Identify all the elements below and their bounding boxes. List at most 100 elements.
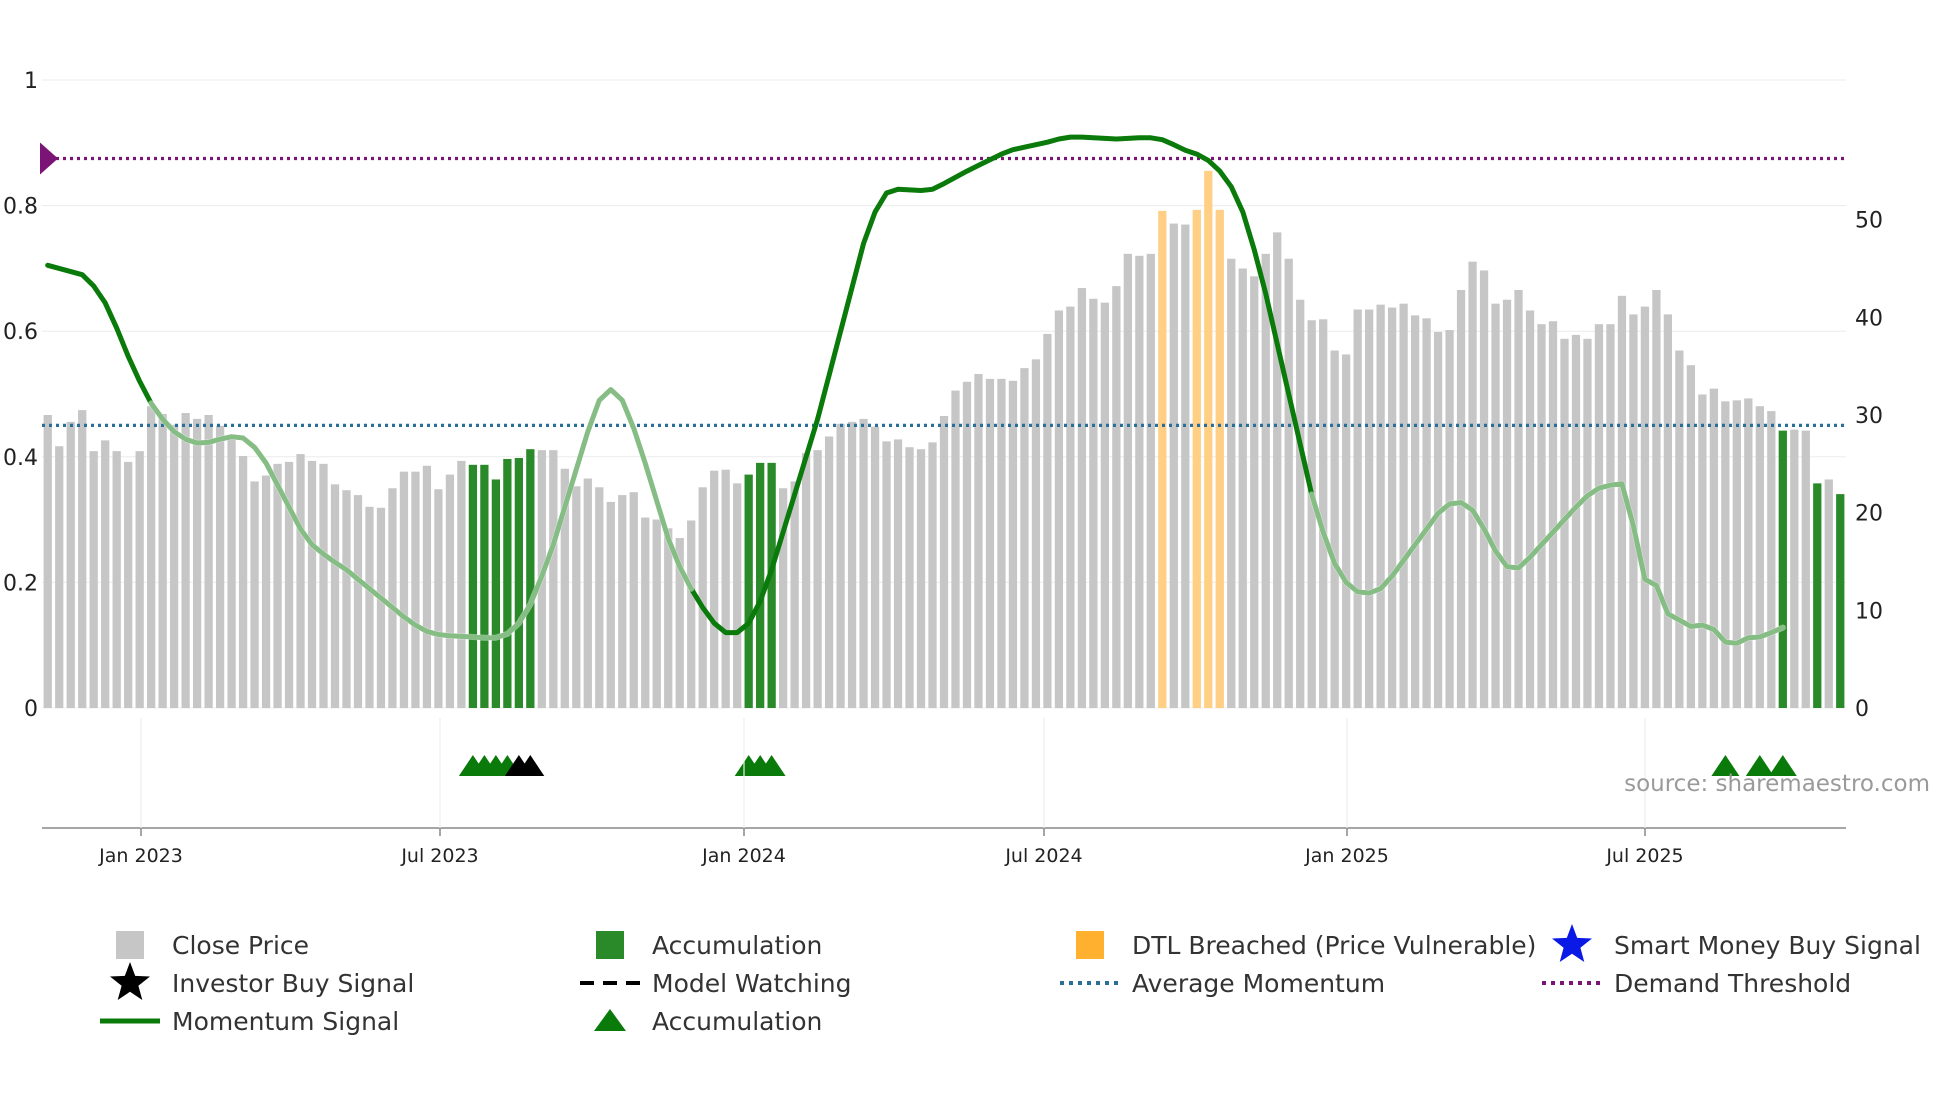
accumulation-bar [514,457,523,708]
smart-money-star-icon [1552,924,1592,962]
close-price-bar [1387,307,1397,708]
close-price-bar [1617,295,1627,708]
legend-label: Smart Money Buy Signal [1614,931,1921,960]
close-price-bar [158,414,167,708]
close-price-bar [572,486,581,708]
close-price-bar [66,421,75,708]
close-price-bar [1721,401,1730,708]
close-price-bar [1100,302,1109,708]
right-axis-ticks: 0 10 20 30 40 50 [1855,209,1883,722]
close-price-legend-swatch [116,931,144,959]
close-price-bar [1112,286,1121,708]
close-price-bar [790,481,799,708]
close-price-bar [124,461,133,708]
close-price-bar [89,451,98,708]
close-price-bar [1353,309,1362,708]
close-price-bar [1755,406,1764,708]
close-price-bar [296,454,305,708]
close-price-bar [664,528,673,708]
close-price-bar [227,437,236,708]
close-price-bar [1571,334,1581,708]
close-price-bar [1422,318,1431,708]
close-price-bar [870,426,880,708]
close-price-bar [135,451,144,708]
close-price-bar [1296,299,1305,708]
close-price-bar [847,421,857,708]
accumulation-bar [491,479,501,708]
close-price-bar [1548,321,1558,708]
price-bars [43,170,1845,709]
close-price-bar [399,471,409,708]
momentum-line-faded-segment [1308,480,1786,647]
legend: Close Price Accumulation DTL Breached (Pri… [100,924,1921,1036]
close-price-bar [893,439,903,708]
close-price-bar [353,495,363,708]
accumulation-bar [1836,494,1845,708]
close-price-bar [985,378,995,708]
close-price-bar [939,415,949,708]
close-price-bar [1652,289,1661,708]
close-price-bar [55,446,64,708]
close-price-bar [1640,306,1650,708]
close-price-bar [101,440,110,708]
close-price-bar [1525,310,1535,708]
dtl-breached-legend-swatch [1076,931,1104,959]
close-price-bar [1433,331,1443,708]
legend-label: Demand Threshold [1614,969,1851,998]
close-price-bar [1181,224,1190,709]
accumulation-signal-marker [1745,755,1774,776]
accumulation-bar [526,449,535,708]
x-tick-label: Jul 2025 [1605,845,1683,867]
accumulation-bar [480,464,489,708]
legend-label: Accumulation [652,931,822,960]
close-price-bar [1319,319,1328,708]
close-price-bar [1537,324,1546,708]
close-price-bar [261,475,271,708]
close-price-bar [1273,232,1282,709]
right-tick-label: 20 [1855,502,1883,527]
close-price-bar [1238,268,1247,708]
close-price-bar [238,456,248,708]
close-price-bar [1698,394,1707,708]
dtl-breached-bar [1204,170,1213,708]
close-price-bar [1307,320,1316,708]
close-price-bar [1801,430,1810,708]
accumulation-bar [503,458,512,708]
dtl-breached-bar [1192,209,1201,708]
close-price-bar [710,470,719,708]
left-axis-ticks: 0 0.2 0.4 0.6 0.8 1 [3,69,38,722]
close-price-bar [687,520,696,708]
close-price-bar [560,468,569,708]
left-tick-label: 0.2 [3,571,38,596]
close-price-bar [675,538,684,708]
right-tick-label: 30 [1855,404,1883,429]
close-price-bar [1284,258,1293,708]
close-price-bar [78,410,87,708]
close-price-bar [1514,289,1523,708]
right-tick-label: 40 [1855,306,1883,331]
close-price-bar [1790,429,1799,708]
close-price-bar [411,471,420,708]
close-price-bar [618,495,627,708]
right-tick-label: 0 [1855,697,1869,722]
close-price-bar [997,378,1006,708]
close-price-bar [1261,253,1270,708]
close-price-bar [1330,350,1339,708]
dtl-breached-bar [1158,210,1167,708]
close-price-bar [1376,304,1385,708]
close-price-bar [629,492,638,708]
close-price-bar [1744,398,1753,708]
close-price-bar [733,483,742,708]
close-price-bar [112,451,121,708]
close-price-bar [204,415,213,708]
close-price-bar [1709,388,1718,708]
close-price-bar [170,424,179,708]
close-price-bar [1456,289,1466,708]
accumulation-signal-marker [1711,755,1740,776]
close-price-bar [1606,324,1615,708]
close-price-bar [1410,315,1420,708]
left-tick-label: 0 [24,697,38,722]
close-price-bar [1066,306,1075,708]
legend-label: Close Price [172,931,309,960]
